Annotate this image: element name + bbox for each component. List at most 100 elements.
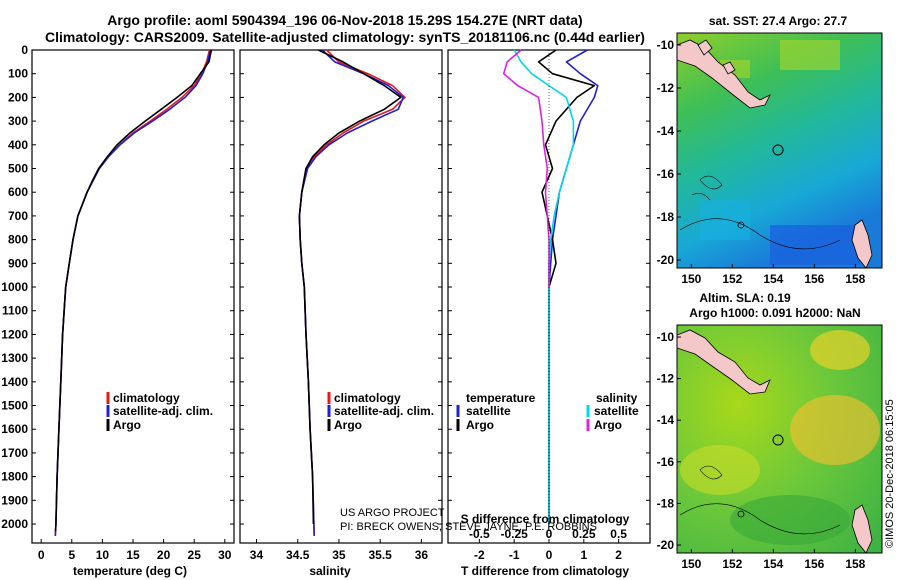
depth-tick-label: 1900 <box>1 493 28 507</box>
depth-tick-label: 900 <box>8 256 28 270</box>
series-line-satellite-adj-clim- <box>54 49 211 536</box>
depth-tick-label: 1800 <box>1 470 28 484</box>
sst-map-title: sat. SST: 27.4 Argo: 27.7 <box>709 14 848 28</box>
series-line-argo <box>54 49 213 532</box>
series-line-climatology <box>298 49 406 536</box>
depth-tick-label: 100 <box>8 67 28 81</box>
salinity-tick-label: 35 <box>332 548 346 562</box>
map-x-tick-label: 150 <box>681 557 701 571</box>
figure-title-line2: Climatology: CARS2009. Satellite-adjuste… <box>45 29 645 45</box>
legend-label-climatology: climatology <box>113 391 180 405</box>
map-x-tick-label: 158 <box>845 557 865 571</box>
series-line-salinity-argo <box>502 49 550 287</box>
difference-tick-label-S: -0.5 <box>469 527 490 541</box>
map-y-tick-label: -14 <box>657 413 675 427</box>
argo-float-marker <box>772 144 784 156</box>
difference-tick-label-S: -0.25 <box>500 527 528 541</box>
depth-tick-label: 1200 <box>1 327 28 341</box>
sla-map <box>677 325 882 553</box>
depth-tick-label: 300 <box>8 114 28 128</box>
sla-low-patch <box>730 495 850 545</box>
sst-cool-patch <box>770 225 860 265</box>
map-x-tick-label: 156 <box>804 557 824 571</box>
depth-tick-label: 1500 <box>1 399 28 413</box>
difference-tick-label-T: 2 <box>615 548 622 562</box>
bathymetry-contour <box>679 218 841 250</box>
salinity-legend: climatology satellite-adj. clim. Argo <box>327 391 434 432</box>
depth-tick-label: 500 <box>8 162 28 176</box>
temperature-tick-label: 20 <box>157 548 171 562</box>
temperature-x-axis: 0 5 10 15 20 25 30 <box>38 539 232 562</box>
series-line-salinity-satellite <box>513 49 575 524</box>
temperature-series <box>54 49 213 536</box>
sla-map-axes: 150 152 154 156 158 -10 -12 -14 -16 -18 -20 <box>657 330 866 571</box>
sla-high-patch <box>680 445 760 495</box>
reef-contour <box>699 175 723 190</box>
sla-map-title-2: Argo h1000: 0.091 h2000: NaN <box>689 306 860 320</box>
salinity-panel-frame <box>239 49 443 544</box>
legend-title-temperature: temperature <box>466 391 536 405</box>
sla-map-frame <box>676 324 883 554</box>
land-new-guinea <box>677 329 771 395</box>
salinity-xlabel: salinity <box>309 564 351 578</box>
depth-tick-label: 1100 <box>2 304 28 318</box>
map-x-tick-label: 154 <box>763 272 783 286</box>
depth-tick-label: 0 <box>21 43 28 57</box>
difference-tick-label-S: 0.25 <box>572 527 596 541</box>
depth-tick-label: 1700 <box>1 446 28 460</box>
difference-tick-label-T: -1 <box>509 548 520 562</box>
difference-xlabel-bottom: T difference from climatology <box>461 564 629 578</box>
legend-title-salinity: salinity <box>596 391 638 405</box>
reef-contour <box>691 193 711 201</box>
legend-label-climatology: climatology <box>334 391 401 405</box>
argo-float-marker-secondary <box>737 510 745 518</box>
depth-tick-label: 1400 <box>1 375 28 389</box>
difference-legend-temperature: temperature satellite Argo <box>456 391 536 432</box>
land-island <box>697 39 713 56</box>
map-y-tick-label: -10 <box>657 330 675 344</box>
sst-map-axes: 150 152 154 156 158 -10 -12 -14 -16 -18 -20 <box>657 38 866 286</box>
sst-warm-patch <box>780 40 840 70</box>
map-y-tick-label: -20 <box>657 253 675 267</box>
depth-tick-label: 1600 <box>1 422 28 436</box>
map-y-tick-label: -18 <box>657 210 675 224</box>
land-new-guinea <box>677 39 771 109</box>
map-y-tick-label: -12 <box>657 81 675 95</box>
difference-tick-label-T: 0 <box>546 548 553 562</box>
map-x-tick-label: 152 <box>722 272 742 286</box>
difference-series <box>502 49 599 524</box>
depth-tick-label: 600 <box>8 185 28 199</box>
temperature-tick-label: 25 <box>188 548 202 562</box>
map-y-tick-label: -12 <box>657 372 675 386</box>
series-line-climatology <box>54 49 211 536</box>
series-line-temperature-argo <box>537 49 596 524</box>
depth-tick-label: 200 <box>8 90 28 104</box>
temperature-tick-label: 10 <box>96 548 110 562</box>
series-line-argo <box>298 49 402 525</box>
credit-project: US ARGO PROJECT <box>340 507 445 519</box>
land-island <box>722 61 736 75</box>
depth-tick-label: 2000 <box>1 517 28 531</box>
sst-cool-patch <box>700 200 750 240</box>
legend-label-temp-argo: Argo <box>466 418 494 432</box>
legend-label-argo: Argo <box>334 418 362 432</box>
map-y-tick-label: -10 <box>657 38 675 52</box>
legend-label-sal-argo: Argo <box>594 418 622 432</box>
sla-high-patch <box>810 330 870 370</box>
salinity-tick-label: 34 <box>250 548 264 562</box>
salinity-tick-label: 36 <box>415 548 429 562</box>
sla-map-title-1: Altim. SLA: 0.19 <box>699 291 791 305</box>
map-x-tick-label: 152 <box>722 557 742 571</box>
difference-tick-label-T: 1 <box>580 548 587 562</box>
depth-tick-label: 800 <box>8 233 28 247</box>
depth-tick-label: 400 <box>8 138 28 152</box>
difference-legend-salinity: salinity satellite Argo <box>586 391 639 432</box>
argo-float-marker-secondary <box>737 221 745 229</box>
map-y-tick-label: -20 <box>657 538 675 552</box>
map-y-tick-label: -14 <box>657 124 675 138</box>
map-x-tick-label: 154 <box>763 557 783 571</box>
land-coast <box>851 504 873 553</box>
difference-tick-label-S: 0.5 <box>610 527 627 541</box>
temperature-tick-label: 30 <box>218 548 232 562</box>
